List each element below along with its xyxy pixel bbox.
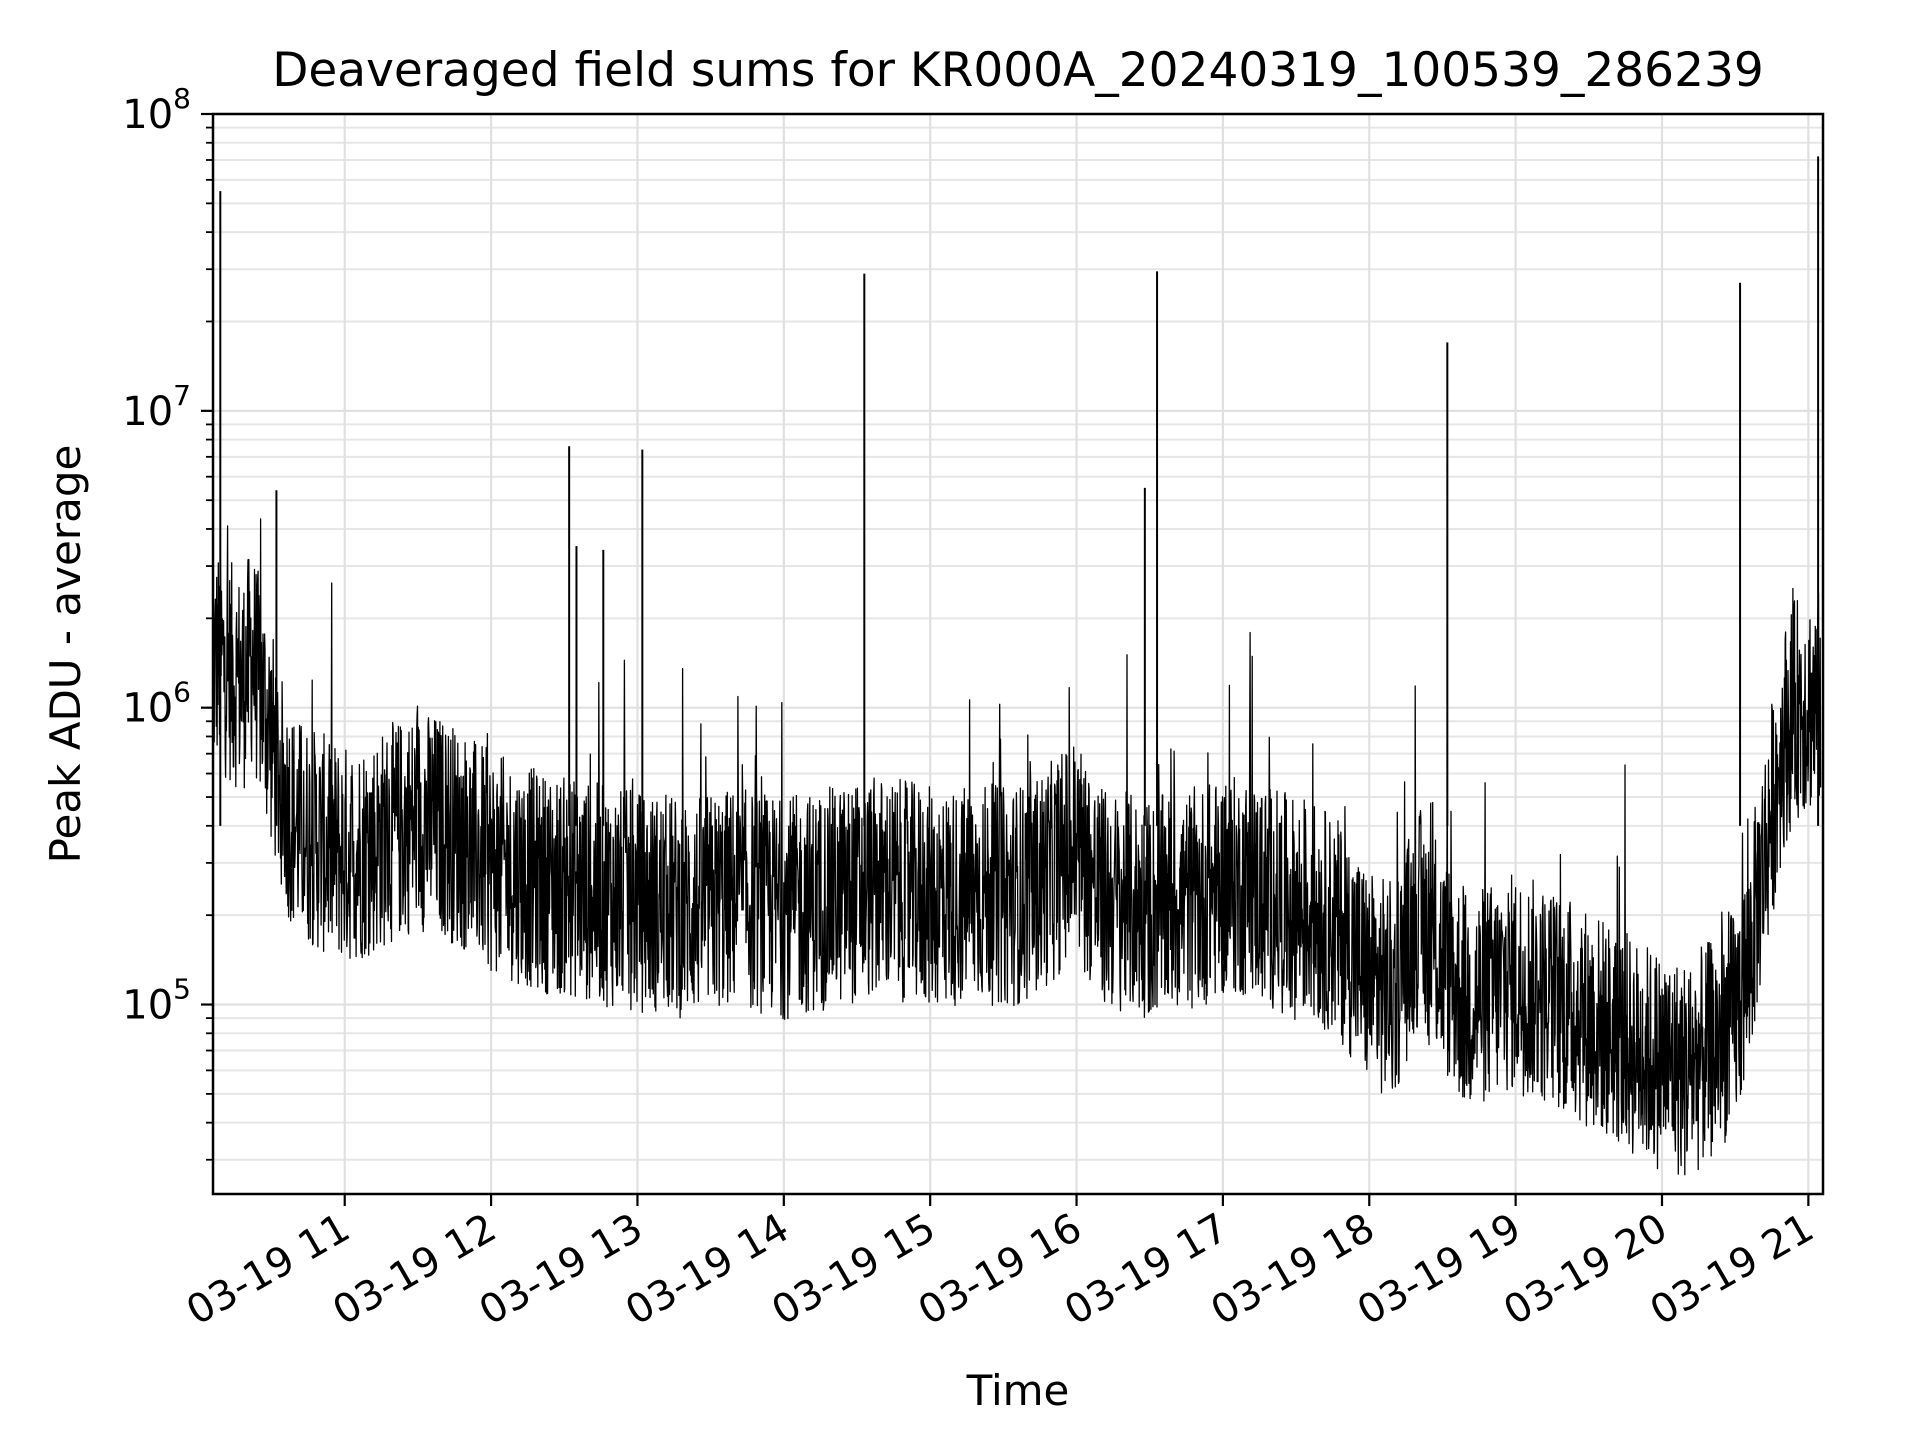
x-tick-label: 03-19 11 bbox=[179, 1205, 358, 1335]
data-layer bbox=[212, 156, 1822, 1176]
x-axis-label: Time bbox=[966, 1366, 1070, 1415]
x-tick-label: 03-19 17 bbox=[1057, 1205, 1236, 1335]
x-tick-label: 03-19 20 bbox=[1496, 1205, 1675, 1335]
x-tick-label: 03-19 18 bbox=[1204, 1205, 1383, 1335]
x-tick-label: 03-19 16 bbox=[911, 1205, 1090, 1335]
y-axis-label: Peak ADU - average bbox=[41, 445, 90, 864]
x-tick-label: 03-19 19 bbox=[1350, 1205, 1529, 1335]
series-line bbox=[212, 518, 1822, 1176]
chart-title: Deaveraged field sums for KR000A_2024031… bbox=[272, 43, 1764, 98]
y-tick-label: 107 bbox=[122, 379, 191, 435]
x-tick-label: 03-19 15 bbox=[764, 1205, 943, 1335]
x-tick-label: 03-19 13 bbox=[472, 1205, 651, 1335]
y-tick-label: 108 bbox=[122, 82, 191, 138]
x-tick-label: 03-19 14 bbox=[618, 1205, 797, 1335]
plot-frame bbox=[211, 112, 1825, 1196]
x-tick-label: 03-19 21 bbox=[1643, 1205, 1822, 1335]
x-tick-label: 03-19 12 bbox=[325, 1205, 504, 1335]
y-tick-label: 106 bbox=[122, 676, 191, 732]
y-tick-label: 105 bbox=[122, 973, 191, 1029]
